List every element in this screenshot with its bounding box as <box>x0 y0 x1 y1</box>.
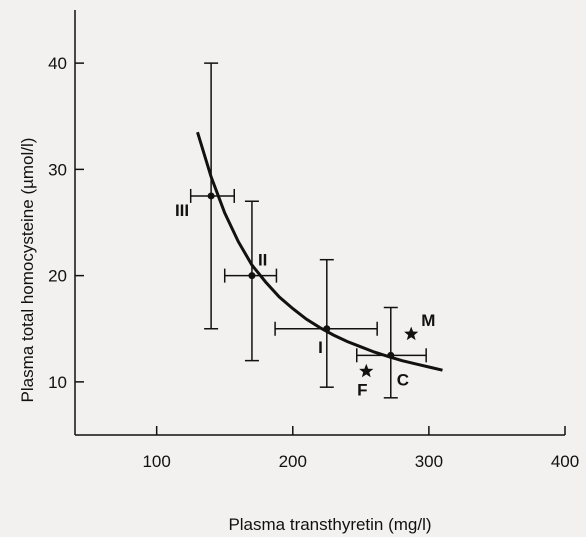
y-ticks: 10 20 30 40 <box>48 54 84 392</box>
group-label: III <box>175 201 189 220</box>
group-label: II <box>258 251 267 270</box>
x-axis-title: Plasma transthyretin (mg/l) <box>228 515 431 534</box>
group-ii: II <box>223 200 278 362</box>
y-tick-label: 10 <box>48 373 67 392</box>
y-tick-label: 20 <box>48 267 67 286</box>
star-marker <box>404 326 419 341</box>
group-point <box>387 351 395 359</box>
x-tick-label: 400 <box>551 452 579 471</box>
group-point <box>323 325 331 333</box>
y-tick-label: 40 <box>48 54 67 73</box>
axes <box>74 10 565 436</box>
group-point <box>207 192 215 200</box>
group-iii: III <box>175 62 235 330</box>
reference-label: F <box>357 380 367 399</box>
x-tick-label: 300 <box>415 452 443 471</box>
y-tick-label: 30 <box>48 160 67 179</box>
x-ticks: 100 200 300 400 <box>142 426 579 471</box>
y-axis-title: Plasma total homocysteine (µmol/l) <box>18 138 37 403</box>
group-i: I <box>274 258 378 388</box>
x-tick-label: 100 <box>142 452 170 471</box>
group-label: C <box>397 370 409 389</box>
reference-f: F <box>357 363 374 399</box>
reference-m: M <box>404 311 435 341</box>
group-c: C <box>356 306 427 399</box>
fitted-curve <box>196 131 443 372</box>
reference-markers: MF <box>357 311 435 399</box>
group-point <box>248 272 256 280</box>
x-tick-label: 200 <box>279 452 307 471</box>
star-marker <box>359 363 374 378</box>
reference-label: M <box>421 311 435 330</box>
group-label: I <box>318 338 323 357</box>
